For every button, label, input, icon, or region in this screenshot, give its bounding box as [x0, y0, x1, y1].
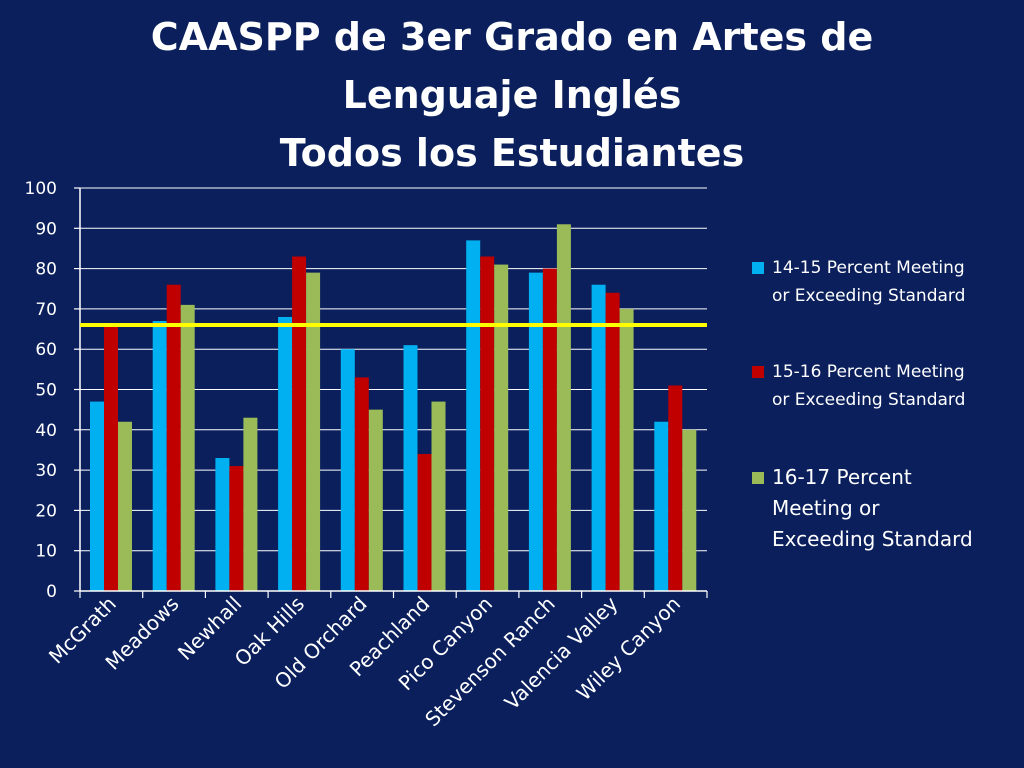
bar-stevenson-ranch-series-3 [556, 224, 571, 591]
legend-label-15-16-line-2: or Exceeding Standard [772, 390, 966, 410]
y-tick-label-10: 10 [35, 542, 57, 562]
bar-mcgrath-series-2 [104, 325, 118, 591]
title-line-1: CAASPP de 3er Grado en Artes de [150, 15, 874, 59]
legend-label-16-17-line-3: Exceeding Standard [772, 527, 973, 551]
legend-item-16-17: 16-17 Percent Meeting or Exceeding Stand… [752, 462, 1012, 555]
bar-wiley-canyon-series-1 [654, 421, 669, 591]
x-category-label-valencia-valley: Valencia Valley [500, 591, 623, 714]
bar-oak-hills-series-1 [278, 316, 293, 591]
bar-newhall-series-1 [215, 458, 230, 591]
bar-peachland-series-2 [417, 453, 432, 591]
bar-old-orchard-series-2 [354, 377, 369, 591]
y-tick-label-100: 100 [25, 179, 57, 199]
bar-pico-canyon-series-3 [494, 264, 509, 591]
slide-title: CAASPP de 3er Grado en Artes de Lenguaje… [0, 8, 1024, 182]
bar-mcgrath-series-3 [118, 421, 132, 591]
y-tick-label-50: 50 [35, 381, 57, 401]
legend-item-15-16: 15-16 Percent Meeting or Exceeding Stand… [752, 358, 1012, 414]
y-tick-label-70: 70 [35, 300, 57, 320]
legend-label-14-15-line-2: or Exceeding Standard [772, 286, 966, 306]
bar-wiley-canyon-series-2 [668, 385, 683, 591]
title-line-3: Todos los Estudiantes [279, 131, 745, 175]
bar-oak-hills-series-2 [292, 256, 307, 591]
y-tick-label-90: 90 [35, 219, 57, 239]
y-tick-label-20: 20 [35, 501, 57, 521]
bar-old-orchard-series-1 [340, 349, 355, 591]
legend-label-16-17-line-1: 16-17 Percent [772, 465, 912, 489]
bar-stevenson-ranch-series-2 [542, 268, 557, 591]
legend-item-14-15: 14-15 Percent Meeting or Exceeding Stand… [752, 254, 1012, 310]
bar-oak-hills-series-3 [306, 272, 321, 591]
legend-label-16-17-line-2: Meeting or [772, 496, 880, 520]
bar-newhall-series-2 [229, 466, 244, 591]
bar-meadows-series-2 [166, 284, 181, 591]
bar-pico-canyon-series-2 [480, 256, 495, 591]
chart-legend: 14-15 Percent Meeting or Exceeding Stand… [752, 254, 1012, 555]
bar-newhall-series-3 [243, 417, 258, 591]
y-tick-label-30: 30 [35, 461, 57, 481]
y-tick-label-40: 40 [35, 421, 57, 441]
legend-swatch-14-15 [752, 262, 764, 274]
y-tick-label-80: 80 [35, 260, 57, 280]
bar-mcgrath-series-1 [90, 401, 104, 591]
bar-peachland-series-3 [431, 401, 446, 591]
bar-old-orchard-series-3 [368, 409, 383, 591]
bar-peachland-series-1 [403, 345, 418, 591]
bar-pico-canyon-series-1 [466, 240, 481, 591]
y-tick-label-0: 0 [46, 582, 57, 602]
legend-label-15-16-line-1: 15-16 Percent Meeting [772, 362, 965, 382]
legend-swatch-15-16 [752, 366, 764, 378]
legend-label-14-15-line-1: 14-15 Percent Meeting [772, 258, 965, 278]
bar-valencia-valley-series-2 [605, 292, 620, 591]
bar-stevenson-ranch-series-1 [528, 272, 543, 591]
y-tick-label-60: 60 [35, 340, 57, 360]
bar-valencia-valley-series-1 [591, 284, 606, 591]
bar-wiley-canyon-series-3 [682, 429, 697, 591]
bar-meadows-series-3 [180, 304, 195, 591]
legend-swatch-16-17 [752, 472, 764, 484]
bar-meadows-series-1 [152, 320, 167, 591]
title-line-2: Lenguaje Inglés [342, 73, 682, 117]
bar-valencia-valley-series-3 [619, 308, 634, 591]
